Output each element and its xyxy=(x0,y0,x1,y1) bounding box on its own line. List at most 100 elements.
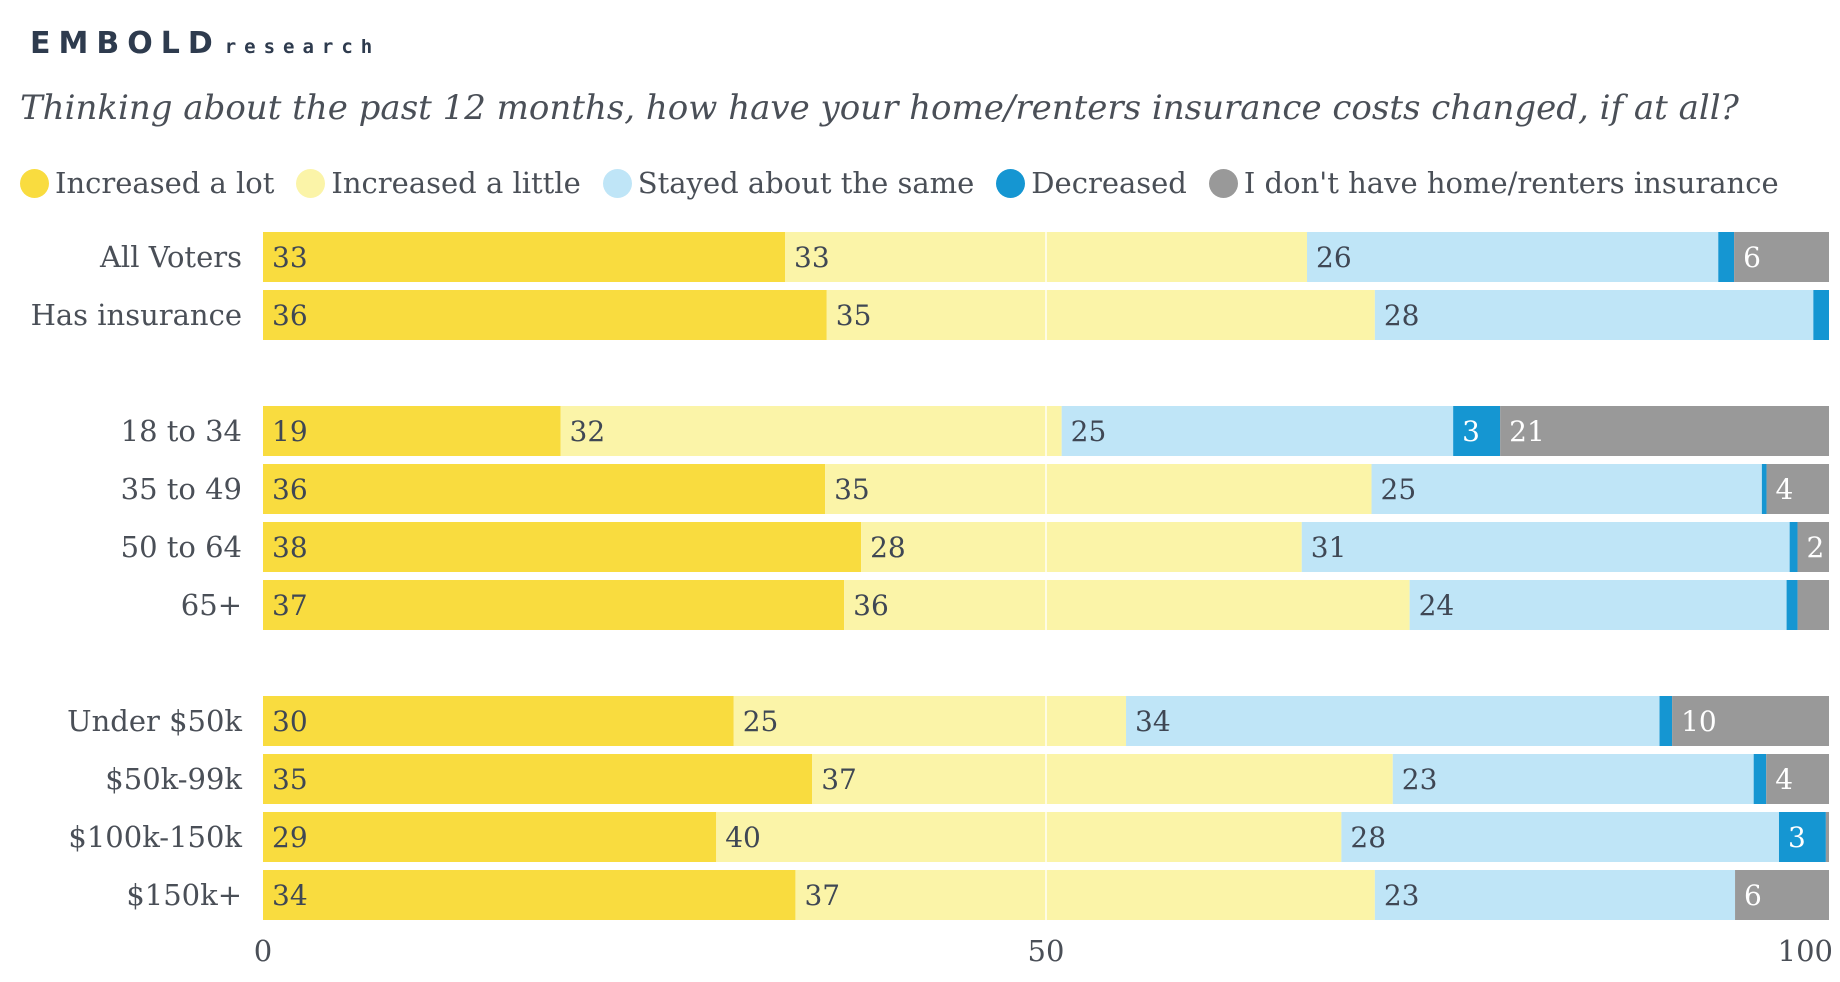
data-label: 30 xyxy=(272,705,308,738)
bar-segment xyxy=(1778,812,1826,862)
category-label: All Voters xyxy=(99,240,242,274)
legend-swatch xyxy=(296,168,326,198)
data-label: 28 xyxy=(1384,299,1420,332)
category-label: Has insurance xyxy=(31,298,242,332)
data-label: 25 xyxy=(1071,415,1107,448)
category-label: $100k-150k xyxy=(68,820,242,854)
data-label: 25 xyxy=(1381,473,1417,506)
legend-label: Increased a little xyxy=(331,166,581,200)
legend-item-1: Increased a little xyxy=(296,166,581,200)
category-label: 18 to 34 xyxy=(121,414,242,448)
data-label: 29 xyxy=(272,821,308,854)
bar-segment xyxy=(1786,580,1798,630)
bar-segment xyxy=(812,754,1393,804)
bar-segment xyxy=(1374,870,1736,920)
bar-segment xyxy=(263,464,826,514)
data-label: 34 xyxy=(272,879,308,912)
data-label: 28 xyxy=(870,531,906,564)
bar-segment xyxy=(1797,522,1829,572)
data-label: 37 xyxy=(821,763,857,796)
legend-item-3: Decreased xyxy=(996,166,1187,200)
bar-segment xyxy=(263,290,827,340)
chart-legend: Increased a lot Increased a little Stayed … xyxy=(20,166,1801,200)
bar-segment xyxy=(1813,290,1829,340)
bar-segment xyxy=(1718,232,1735,282)
bar-segment xyxy=(560,406,1062,456)
data-label: 2 xyxy=(1807,531,1825,564)
bar-segment xyxy=(263,580,845,630)
bar-segment xyxy=(733,696,1127,746)
bar-segment xyxy=(1753,754,1767,804)
chart-title: Thinking about the past 12 months, how h… xyxy=(20,88,1739,128)
data-label: 6 xyxy=(1743,241,1761,274)
bar-segment xyxy=(263,522,862,572)
category-label: 50 to 64 xyxy=(121,530,242,564)
data-label: 33 xyxy=(272,241,308,274)
bar-segment xyxy=(1766,754,1829,804)
bar-segment xyxy=(825,464,1372,514)
bar-segment xyxy=(263,232,785,282)
legend-swatch xyxy=(20,168,49,198)
data-label: 4 xyxy=(1776,473,1794,506)
bar-segment xyxy=(1371,464,1762,514)
data-label: 38 xyxy=(272,531,308,564)
data-label: 10 xyxy=(1681,705,1717,738)
bar-segment xyxy=(844,580,1410,630)
bar-segment xyxy=(1672,696,1829,746)
bar-segment xyxy=(263,696,734,746)
bar-segment xyxy=(1761,464,1767,514)
category-label: Under $50k xyxy=(67,704,242,738)
data-label: 21 xyxy=(1509,415,1545,448)
data-label: 31 xyxy=(1311,531,1347,564)
data-label: 37 xyxy=(804,879,840,912)
category-label: $150k+ xyxy=(126,878,242,912)
bar-segment xyxy=(1766,464,1829,514)
bar-segment xyxy=(1659,696,1673,746)
bar-segment xyxy=(795,870,1375,920)
bar-segment xyxy=(1126,696,1660,746)
data-label: 33 xyxy=(794,241,830,274)
data-label: 40 xyxy=(725,821,761,854)
data-label: 36 xyxy=(853,589,889,622)
bar-segment xyxy=(1341,812,1779,862)
legend-item-2: Stayed about the same xyxy=(602,166,975,200)
data-label: 28 xyxy=(1350,821,1386,854)
bar-segment xyxy=(716,812,1342,862)
data-label: 37 xyxy=(272,589,308,622)
bar-segment xyxy=(1301,522,1790,572)
legend-swatch xyxy=(602,168,632,198)
legend-label: I don't have home/renters insurance xyxy=(1243,166,1779,200)
x-tick-label: 50 xyxy=(1028,934,1065,968)
bar-segment xyxy=(1734,232,1829,282)
bar-segment xyxy=(861,522,1302,572)
bar-segment xyxy=(826,290,1375,340)
brand-logo: EMBOLD research xyxy=(30,26,380,61)
legend-item-4: I don't have home/renters insurance xyxy=(1208,166,1779,200)
data-label: 32 xyxy=(570,415,606,448)
category-label: 65+ xyxy=(181,588,242,622)
bar-segment xyxy=(1797,580,1829,630)
bar-segment xyxy=(1825,812,1829,862)
bars-layer xyxy=(263,232,1829,920)
data-label: 34 xyxy=(1135,705,1171,738)
data-label: 35 xyxy=(834,473,870,506)
data-label: 35 xyxy=(272,763,308,796)
data-label: 36 xyxy=(272,299,308,332)
data-label: 19 xyxy=(272,415,308,448)
x-tick-label: 0 xyxy=(254,934,272,968)
brand-name: EMBOLD xyxy=(30,26,221,61)
legend-label: Decreased xyxy=(1031,166,1187,200)
data-label: 36 xyxy=(272,473,308,506)
legend-item-0: Increased a lot xyxy=(20,166,274,200)
data-label: 35 xyxy=(836,299,872,332)
bar-segment xyxy=(263,812,717,862)
data-label: 4 xyxy=(1775,763,1793,796)
data-label: 24 xyxy=(1419,589,1455,622)
legend-swatch xyxy=(1208,168,1238,198)
bar-segment xyxy=(1409,580,1787,630)
category-label: 35 to 49 xyxy=(121,472,242,506)
legend-swatch xyxy=(996,168,1026,198)
legend-label: Stayed about the same xyxy=(637,166,975,200)
bar-segment xyxy=(1500,406,1829,456)
